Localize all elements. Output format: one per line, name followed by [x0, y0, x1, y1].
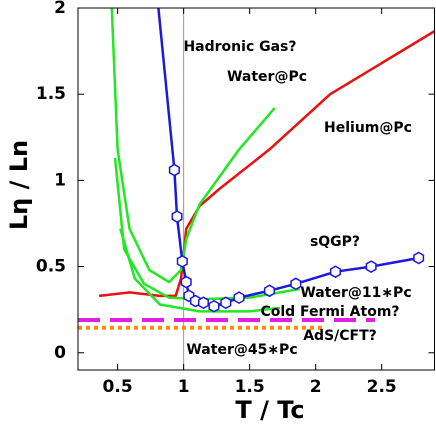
point-marker — [171, 210, 183, 223]
x-tick-label: 0.5 — [103, 377, 133, 397]
y-tick-label: 2 — [54, 0, 66, 18]
series-line — [119, 228, 281, 313]
point-marker — [180, 275, 192, 289]
point-marker — [168, 163, 180, 177]
annotation: AdS/CFT? — [303, 328, 377, 344]
y-axis-label: Lη / Ln — [5, 140, 33, 230]
point-marker — [365, 260, 377, 273]
point-marker — [413, 251, 425, 265]
series-line — [113, 157, 301, 301]
x-tick-label: 1.5 — [235, 377, 265, 397]
y-tick-label: 1.5 — [36, 84, 66, 104]
y-tick-label: 0 — [54, 343, 66, 363]
annotation: Cold Fermi Atom? — [260, 304, 399, 320]
annotation: Water@Pc — [227, 69, 307, 85]
annotation: Water@11∗Pc — [300, 285, 411, 301]
point-marker — [263, 284, 275, 298]
point-marker — [208, 299, 220, 313]
y-tick-label: 1 — [54, 170, 66, 190]
series-line — [110, 8, 276, 284]
x-tick-label: 2.5 — [367, 377, 397, 397]
x-axis-label: T / Tc — [235, 396, 304, 424]
point-marker — [233, 291, 245, 304]
frame — [77, 7, 435, 371]
annotation: Water@45∗Pc — [186, 342, 297, 358]
annotation: Helium@Pc — [324, 120, 412, 136]
point-marker — [220, 296, 232, 310]
point-marker — [329, 265, 341, 279]
plot-area — [78, 8, 435, 370]
x-tick-label: 1 — [178, 377, 190, 397]
point-marker — [197, 296, 209, 310]
annotation: Hadronic Gas? — [183, 39, 296, 55]
point-marker — [290, 277, 302, 291]
y-tick-label: 0.5 — [36, 257, 66, 277]
annotation: sQGP? — [310, 234, 360, 250]
point-marker — [176, 255, 188, 268]
x-tick-label: 2 — [310, 377, 322, 397]
